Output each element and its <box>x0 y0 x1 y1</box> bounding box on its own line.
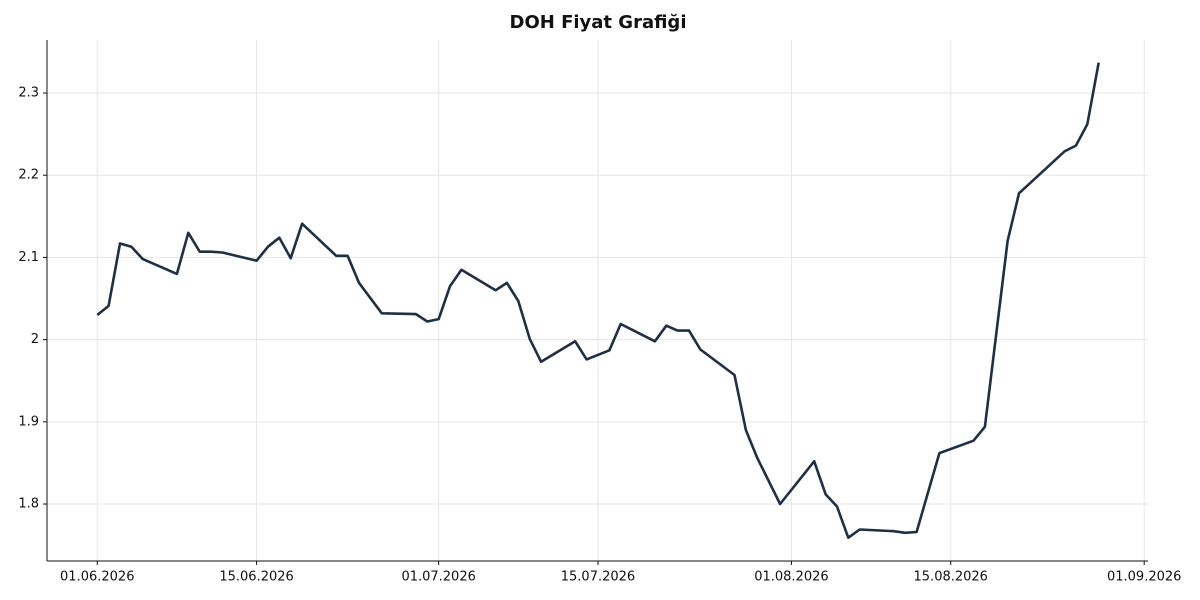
x-tick-label: 15.06.2026 <box>219 570 293 585</box>
y-tick-label: 2.1 <box>18 250 39 265</box>
x-tick-label: 01.07.2026 <box>401 570 475 585</box>
x-tick-label: 01.06.2026 <box>60 570 134 585</box>
x-tick-label: 15.07.2026 <box>561 570 635 585</box>
y-tick-label: 2 <box>31 332 39 347</box>
y-tick-label: 1.9 <box>18 414 39 429</box>
price-line <box>96 62 1100 539</box>
x-tick-label: 01.08.2026 <box>754 570 828 585</box>
chart-title: DOH Fiyat Grafiği <box>510 12 687 33</box>
x-tick-label: 01.09.2026 <box>1107 570 1181 585</box>
y-tick-label: 1.8 <box>18 497 39 512</box>
y-tick-label: 2.2 <box>18 168 39 183</box>
x-tick-label: 15.08.2026 <box>914 570 988 585</box>
y-tick-label: 2.3 <box>18 86 39 101</box>
